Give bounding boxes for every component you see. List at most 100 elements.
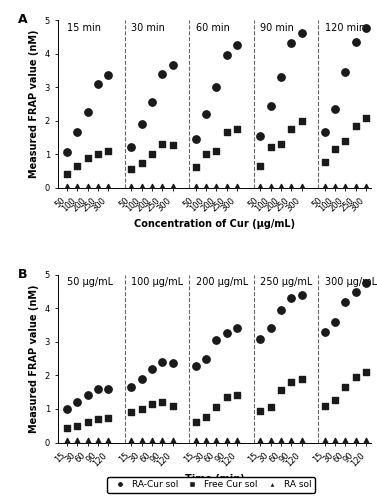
Point xyxy=(74,182,80,190)
Point xyxy=(84,418,90,426)
Point xyxy=(322,158,328,166)
Point xyxy=(299,376,305,384)
Point xyxy=(139,405,145,413)
Point xyxy=(149,182,155,190)
Text: 250 μg/mL: 250 μg/mL xyxy=(260,278,313,287)
Point xyxy=(342,438,348,446)
Legend: RA-Cur sol, Free Cur sol, RA sol: RA-Cur sol, Free Cur sol, RA sol xyxy=(107,477,315,493)
Point xyxy=(268,404,274,411)
Point xyxy=(332,105,338,113)
Point xyxy=(149,400,155,408)
Text: A: A xyxy=(18,14,28,26)
Point xyxy=(234,391,240,399)
Point xyxy=(268,144,274,152)
Text: 30 min: 30 min xyxy=(131,22,165,32)
Point xyxy=(278,386,284,394)
Point xyxy=(64,438,70,446)
Point xyxy=(170,358,176,366)
Point xyxy=(193,438,199,446)
Point xyxy=(332,182,338,190)
Point xyxy=(128,408,134,416)
Point xyxy=(278,140,284,148)
Point xyxy=(203,414,209,422)
Point xyxy=(322,438,328,446)
Text: 60 min: 60 min xyxy=(196,22,230,32)
Point xyxy=(74,162,80,170)
Point xyxy=(278,73,284,81)
Point xyxy=(257,438,263,446)
Point xyxy=(322,328,328,336)
Text: 120 min: 120 min xyxy=(325,22,365,32)
Point xyxy=(64,182,70,190)
Point xyxy=(288,40,294,48)
Point xyxy=(278,438,284,446)
X-axis label: Concentration of Cur (μg/mL): Concentration of Cur (μg/mL) xyxy=(134,219,296,229)
Point xyxy=(268,324,274,332)
Point xyxy=(224,328,230,336)
Point xyxy=(170,402,176,409)
Point xyxy=(105,72,111,80)
Point xyxy=(332,145,338,153)
Point xyxy=(105,414,111,422)
Point xyxy=(213,404,219,411)
Point xyxy=(64,424,70,432)
X-axis label: Time (min): Time (min) xyxy=(185,474,245,484)
Point xyxy=(322,402,328,409)
Point xyxy=(257,162,263,170)
Point xyxy=(268,182,274,190)
Point xyxy=(342,136,348,144)
Point xyxy=(353,38,359,46)
Point xyxy=(224,393,230,401)
Point xyxy=(139,120,145,128)
Point xyxy=(170,62,176,70)
Point xyxy=(159,70,166,78)
Point xyxy=(149,150,155,158)
Point xyxy=(203,110,209,118)
Point xyxy=(193,135,199,143)
Text: 50 μg/mL: 50 μg/mL xyxy=(67,278,113,287)
Point xyxy=(353,122,359,130)
Point xyxy=(363,114,369,122)
Point xyxy=(299,182,305,190)
Point xyxy=(224,128,230,136)
Point xyxy=(234,41,240,49)
Point xyxy=(149,98,155,106)
Point xyxy=(288,438,294,446)
Point xyxy=(299,291,305,299)
Point xyxy=(159,140,166,148)
Point xyxy=(149,364,155,372)
Point xyxy=(193,418,199,426)
Point xyxy=(95,80,101,88)
Point xyxy=(234,182,240,190)
Point xyxy=(105,182,111,190)
Point xyxy=(105,147,111,155)
Point xyxy=(84,438,90,446)
Point xyxy=(128,164,134,172)
Text: 100 μg/mL: 100 μg/mL xyxy=(131,278,183,287)
Point xyxy=(299,30,305,38)
Point xyxy=(268,438,274,446)
Point xyxy=(170,438,176,446)
Point xyxy=(64,148,70,156)
Point xyxy=(128,438,134,446)
Point xyxy=(288,125,294,133)
Point xyxy=(84,391,90,399)
Point xyxy=(363,438,369,446)
Point xyxy=(353,288,359,296)
Point xyxy=(64,405,70,413)
Point xyxy=(105,438,111,446)
Point xyxy=(74,128,80,136)
Point xyxy=(278,306,284,314)
Point xyxy=(84,182,90,190)
Point xyxy=(149,438,155,446)
Point xyxy=(159,398,166,406)
Point xyxy=(74,438,80,446)
Point xyxy=(203,182,209,190)
Text: 300 μg/mL: 300 μg/mL xyxy=(325,278,377,287)
Point xyxy=(332,318,338,326)
Point xyxy=(95,182,101,190)
Point xyxy=(170,141,176,149)
Point xyxy=(363,279,369,287)
Point xyxy=(342,383,348,391)
Point xyxy=(105,385,111,393)
